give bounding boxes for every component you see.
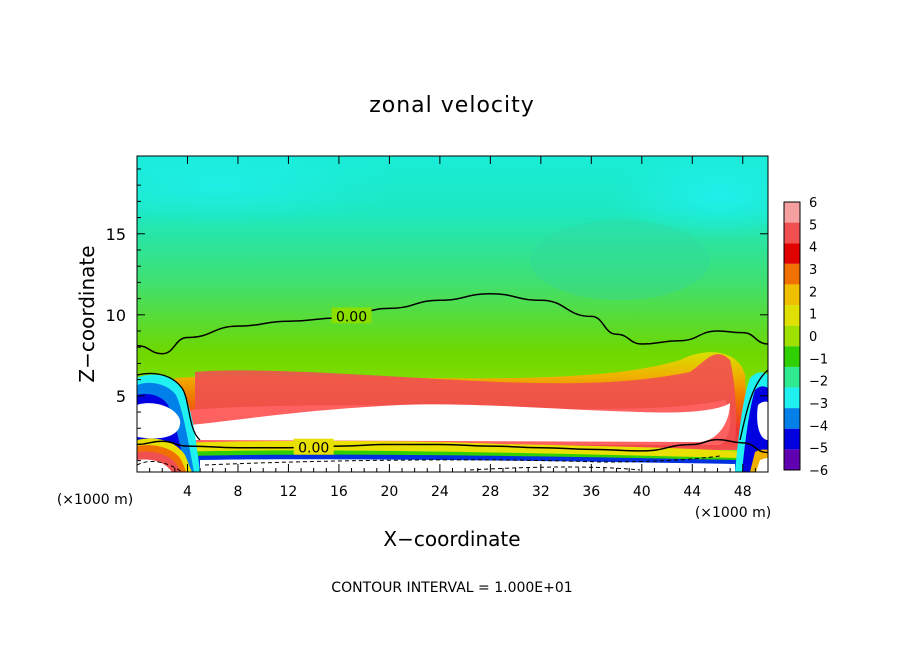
colorbar-swatch bbox=[784, 222, 800, 244]
colorbar-label: 0 bbox=[809, 330, 817, 345]
x-tick-label: 4 bbox=[183, 484, 192, 500]
x-tick-label: 20 bbox=[380, 484, 398, 500]
colorbar-label: 4 bbox=[809, 241, 817, 256]
colorbar-swatch bbox=[784, 284, 800, 306]
y-tick-label: 10 bbox=[106, 306, 126, 325]
plot-area bbox=[137, 156, 768, 472]
colorbar-swatch bbox=[784, 305, 800, 326]
colorbar-frame bbox=[783, 201, 801, 471]
x-tick-label: 48 bbox=[734, 484, 752, 500]
colorbar-swatch bbox=[784, 202, 800, 223]
x-tick-label: 28 bbox=[481, 484, 499, 500]
colorbar-label: 1 bbox=[809, 308, 817, 323]
colorbar-swatch bbox=[784, 366, 800, 388]
colorbar-swatch bbox=[784, 325, 800, 347]
colorbar-label: −6 bbox=[809, 464, 828, 479]
colorbar-swatch bbox=[784, 346, 800, 367]
x-tick-label: 8 bbox=[233, 484, 242, 500]
max-negative-core bbox=[200, 459, 735, 472]
colorbar-swatch bbox=[784, 387, 800, 409]
x-tick-label: 40 bbox=[633, 484, 651, 500]
zero-contour-upper bbox=[137, 292, 768, 355]
x-unit-right: (×1000 m) bbox=[695, 505, 771, 521]
contour-label: 0.00 bbox=[298, 441, 329, 457]
y-axis: 5 10 15 bbox=[106, 168, 768, 462]
colorbar-label: 3 bbox=[809, 263, 817, 278]
x-tick-label: 44 bbox=[683, 484, 701, 500]
colorbar-label: −5 bbox=[809, 442, 828, 457]
colorbar-swatch bbox=[784, 263, 800, 285]
x-tick-label: 12 bbox=[280, 484, 298, 500]
colorbar-swatch bbox=[784, 243, 800, 264]
x-tick-label: 32 bbox=[532, 484, 550, 500]
max-positive-core bbox=[190, 403, 730, 442]
y-axis-label: Z−coordinate bbox=[75, 245, 99, 382]
x-tick-label: 36 bbox=[582, 484, 600, 500]
x-unit-left: (×1000 m) bbox=[57, 492, 133, 508]
x-axis: 4 8 12 16 20 24 28 32 36 40 44 48 bbox=[149, 156, 756, 500]
colorbar-label: −4 bbox=[809, 419, 828, 434]
contour-interval-note: CONTOUR INTERVAL = 1.000E+01 bbox=[331, 580, 572, 596]
zero-contour-lower bbox=[137, 438, 768, 454]
colorbar-label: −1 bbox=[809, 352, 828, 367]
contour-label-bg bbox=[331, 307, 372, 324]
colorbar: 6 5 4 3 2 1 0 −1 −2 −3 −4 −5 −6 bbox=[783, 196, 828, 479]
colorbar-swatch bbox=[784, 408, 800, 429]
contour-label-bg bbox=[293, 438, 334, 455]
colorbar-label: 6 bbox=[809, 196, 817, 211]
contour-label-group: 0.00 0.00 bbox=[293, 307, 372, 457]
chart-title: zonal velocity bbox=[369, 93, 535, 118]
x-tick-label: 16 bbox=[330, 484, 348, 500]
colorbar-label: 2 bbox=[809, 285, 817, 300]
colorbar-swatch bbox=[784, 449, 800, 470]
colorbar-label: −3 bbox=[809, 397, 828, 412]
y-tick-label: 5 bbox=[116, 387, 126, 406]
x-axis-label: X−coordinate bbox=[383, 527, 520, 551]
colorbar-label: −2 bbox=[809, 375, 828, 390]
y-tick-label: 15 bbox=[106, 225, 126, 244]
contour-label: 0.00 bbox=[336, 309, 367, 325]
colorbar-swatch bbox=[784, 428, 800, 450]
colorbar-label: 5 bbox=[809, 218, 817, 233]
x-tick-label: 24 bbox=[431, 484, 449, 500]
